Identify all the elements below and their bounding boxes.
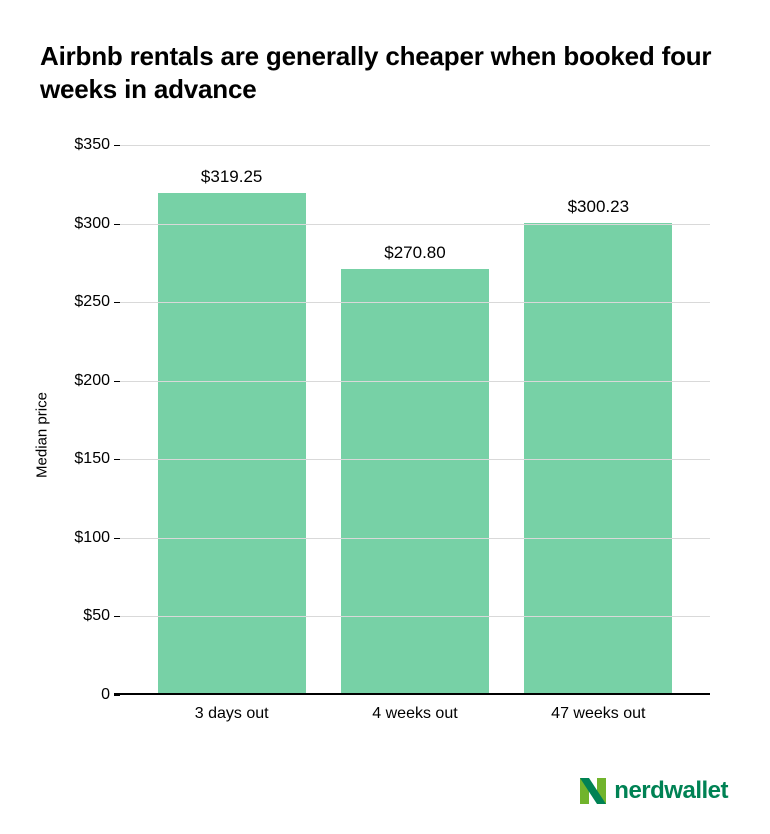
brand-name: nerdwallet	[614, 777, 728, 805]
x-axis-baseline	[114, 693, 710, 695]
bar-value-label: $270.80	[384, 243, 445, 263]
y-tick-mark	[114, 302, 120, 303]
x-tick-label: 4 weeks out	[372, 705, 457, 723]
bar	[158, 193, 306, 695]
bar-chart: Median price $319.253 days out$270.804 w…	[60, 135, 720, 735]
bar-group: $319.253 days out	[140, 145, 323, 695]
y-tick-mark	[114, 459, 120, 460]
gridline	[120, 538, 710, 539]
bars-container: $319.253 days out$270.804 weeks out$300.…	[120, 145, 710, 695]
y-tick-mark	[114, 381, 120, 382]
x-tick-label: 47 weeks out	[551, 705, 645, 723]
gridline	[120, 145, 710, 146]
y-axis-label: Median price	[34, 392, 51, 478]
y-tick-mark	[114, 224, 120, 225]
gridline	[120, 381, 710, 382]
plot-area: $319.253 days out$270.804 weeks out$300.…	[120, 145, 710, 695]
x-tick-label: 3 days out	[195, 705, 269, 723]
brand-logo: nerdwallet	[578, 776, 728, 806]
gridline	[120, 616, 710, 617]
gridline	[120, 302, 710, 303]
chart-title: Airbnb rentals are generally cheaper whe…	[40, 40, 730, 105]
bar-group: $270.804 weeks out	[323, 145, 506, 695]
bar-value-label: $300.23	[568, 197, 629, 217]
bar	[341, 269, 489, 695]
bar-group: $300.2347 weeks out	[507, 145, 690, 695]
y-tick-mark	[114, 695, 120, 696]
bar-value-label: $319.25	[201, 167, 262, 187]
gridline	[120, 459, 710, 460]
y-tick-mark	[114, 616, 120, 617]
y-tick-mark	[114, 538, 120, 539]
y-tick-mark	[114, 145, 120, 146]
nerdwallet-icon	[578, 776, 608, 806]
gridline	[120, 224, 710, 225]
